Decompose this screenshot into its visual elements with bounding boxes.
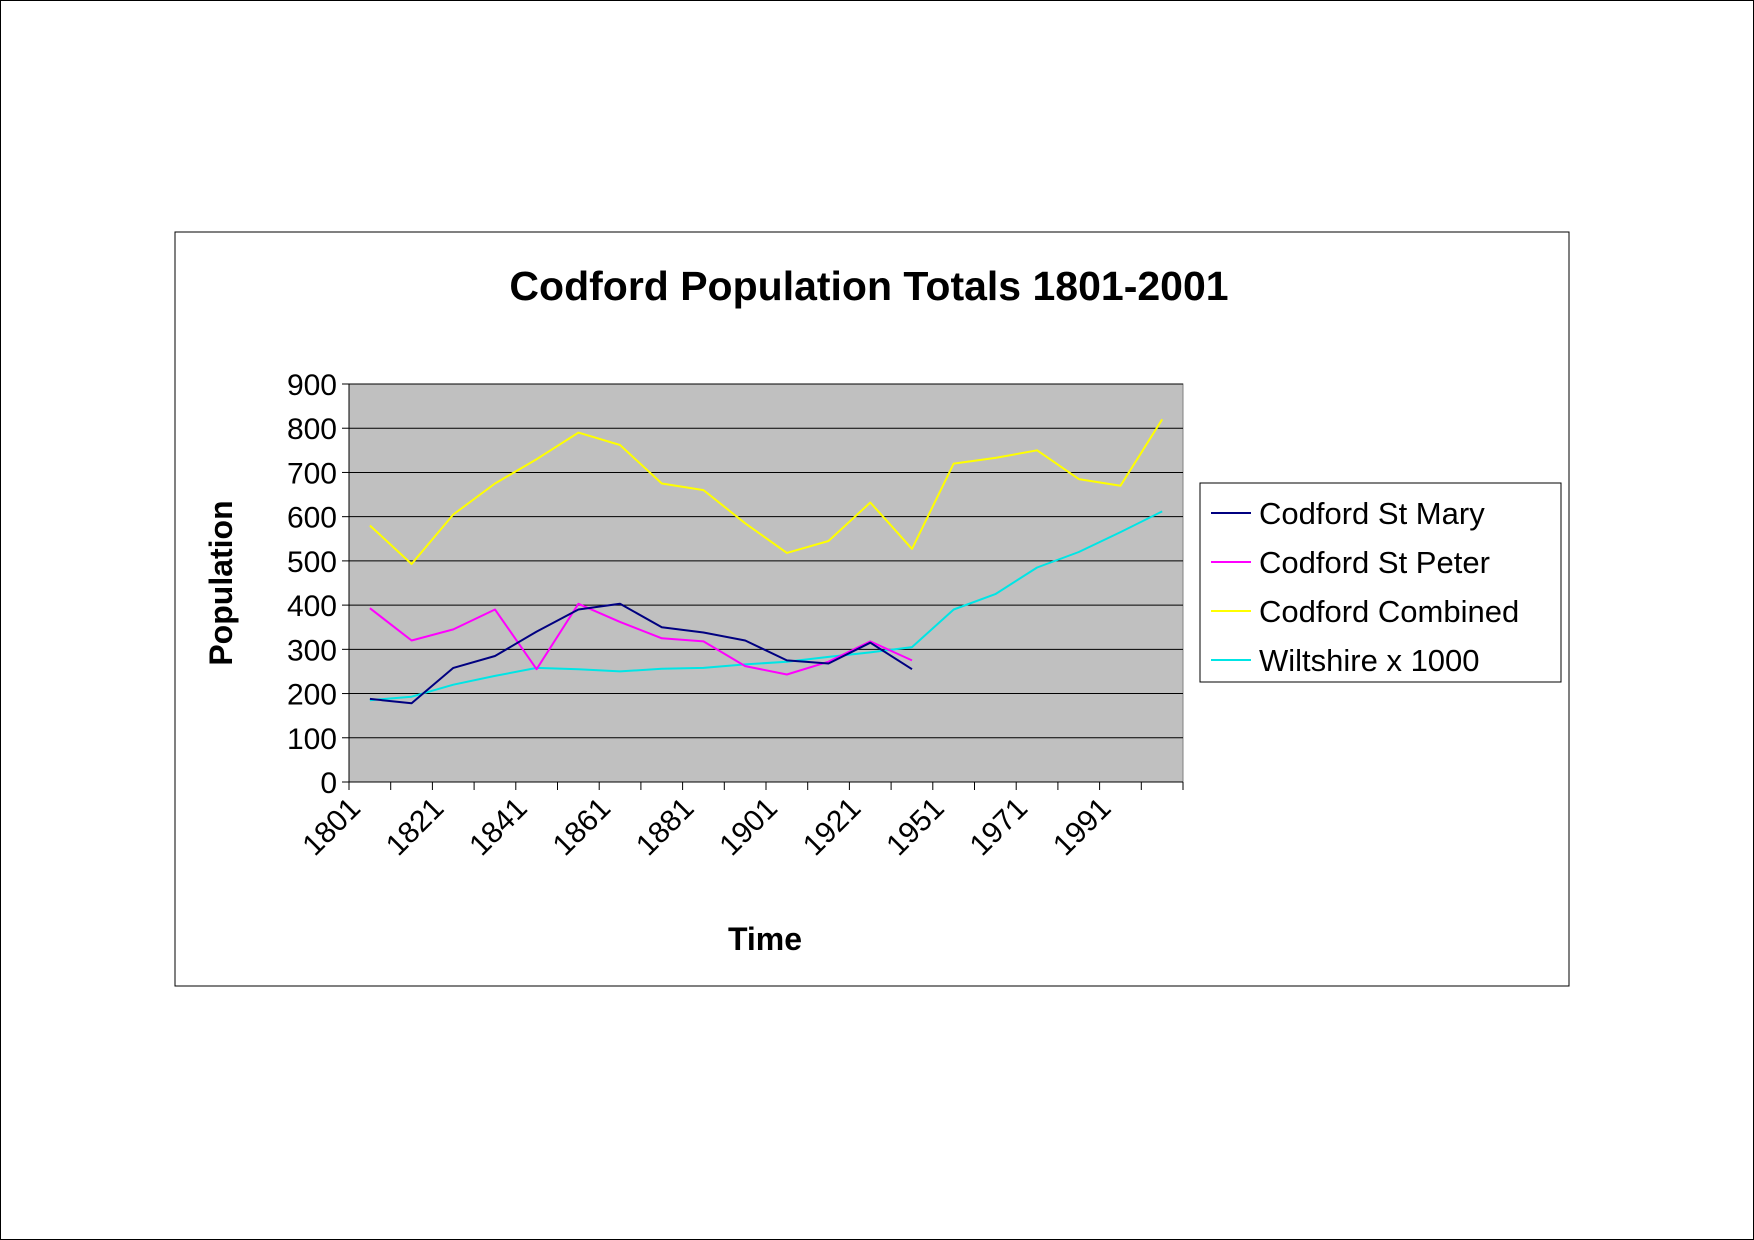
series-line-wiltshire-x-1000 (369, 510, 1163, 702)
legend-label: Codford Combined (1259, 594, 1519, 629)
chart-title: Codford Population Totals 1801-2001 (509, 263, 1228, 309)
y-tick-label: 0 (320, 767, 337, 800)
y-tick-label: 200 (287, 679, 337, 712)
y-tick-label: 700 (287, 457, 337, 490)
legend-label: Codford St Peter (1259, 545, 1490, 580)
y-tick-label: 500 (287, 546, 337, 579)
y-tick-label: 300 (287, 634, 337, 667)
legend: Codford St Mary Codford St Peter Codford C… (1199, 482, 1562, 683)
x-axis-title: Time (728, 921, 802, 957)
y-tick-label: 900 (287, 369, 337, 402)
y-axis-title: Population (203, 500, 239, 665)
series-line-codford-combined (369, 418, 1164, 565)
legend-label: Wiltshire x 1000 (1259, 643, 1480, 678)
axes (342, 383, 1184, 790)
y-tick-label: 800 (287, 413, 337, 446)
plot-area (348, 383, 1184, 783)
legend-label: Codford St Mary (1259, 496, 1485, 531)
y-tick-label: 100 (287, 723, 337, 756)
series-lines (369, 418, 1164, 705)
legend-box (1199, 482, 1562, 683)
series-line-codford-st-mary (369, 602, 913, 705)
y-tick-label: 400 (287, 590, 337, 623)
gridlines (349, 383, 1183, 739)
y-tick-label: 600 (287, 502, 337, 535)
